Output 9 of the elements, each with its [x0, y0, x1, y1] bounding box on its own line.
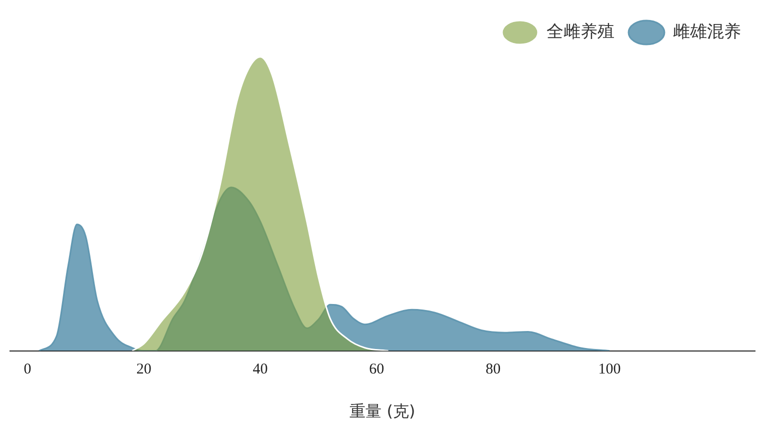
- x-tick-label: 20: [136, 362, 152, 378]
- x-tick-label: 60: [369, 362, 384, 378]
- x-tick-label: 80: [486, 362, 501, 378]
- legend-label: 雌雄混养: [673, 22, 741, 42]
- x-tick-label: 100: [598, 362, 621, 378]
- x-axis-title: 重量 (克): [350, 402, 416, 421]
- x-tick-label: 40: [252, 362, 268, 378]
- legend-label: 全雌养殖: [546, 22, 614, 42]
- x-tick-label: 0: [24, 362, 32, 378]
